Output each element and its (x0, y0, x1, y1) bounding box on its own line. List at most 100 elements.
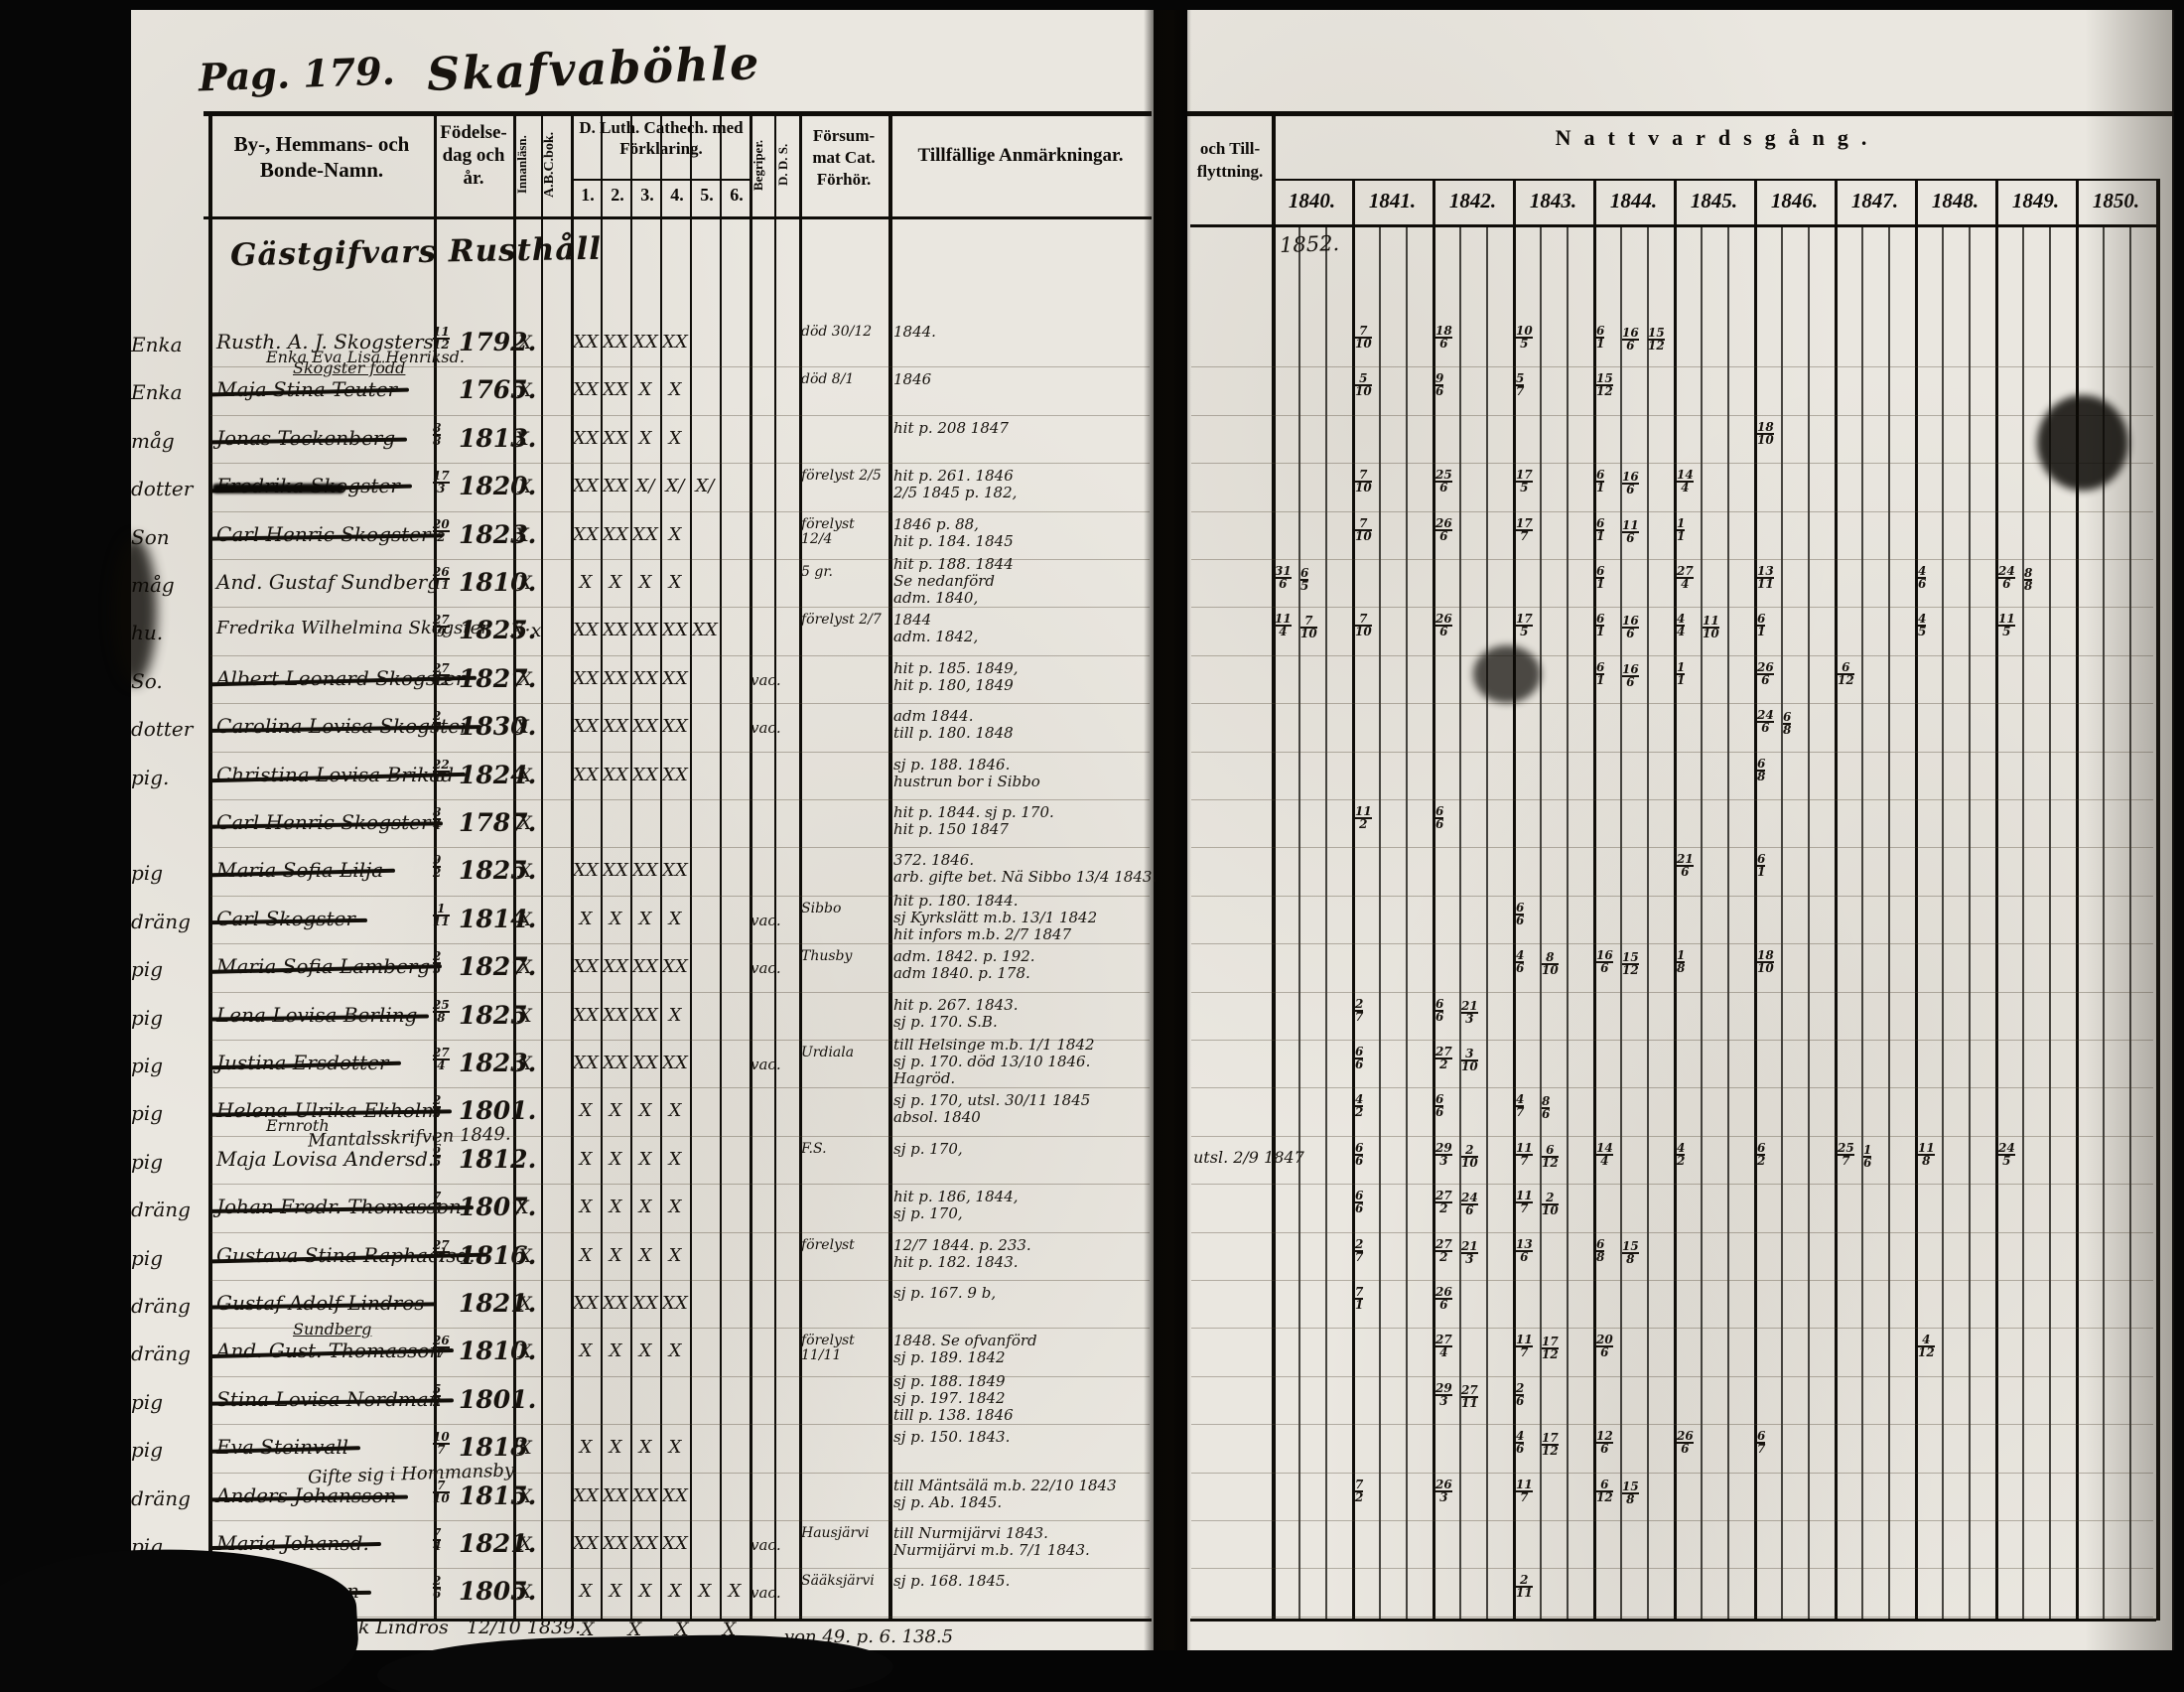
reading-mark: X (518, 668, 532, 690)
catechism-mark: XX (632, 1533, 658, 1554)
catechism-mark: XX (662, 1293, 688, 1314)
margin-label: pig. (131, 766, 170, 789)
birth-year: 1823. (459, 1049, 537, 1077)
person-name: Helena Ulrika Ekholm (209, 1098, 453, 1122)
catechism-mark: XX (632, 1293, 658, 1314)
ink-smudge-mid (1473, 645, 1541, 703)
cat-number: 2. (611, 185, 624, 205)
forsummat-note: Sääksjärvi (801, 1573, 875, 1589)
catechism-mark: XX (662, 765, 688, 785)
person-name: Anders Johansson (209, 1483, 409, 1507)
catechism-mark: XX (603, 379, 628, 400)
row-line (210, 1472, 1150, 1474)
person-name: Jonas Teckenberg (209, 426, 408, 450)
catechism-mark: X (668, 524, 682, 545)
catechism-mark: X (668, 379, 682, 400)
scan-shadow-right (2085, 10, 2174, 1650)
grid-line (2076, 179, 2079, 1621)
communion-mark: 11 2 (1355, 804, 1372, 831)
grid-line (1593, 179, 1596, 1621)
catechism-mark: X (638, 1437, 652, 1458)
birth-date-fraction: 27 12 (433, 661, 450, 688)
row-line (1191, 799, 2153, 800)
remark-line: Se nedanförd (893, 572, 996, 590)
birth-year: 1820. (459, 472, 537, 500)
catechism-mark: XX (632, 956, 658, 977)
row-line (210, 991, 1150, 993)
grid-line (660, 111, 662, 1621)
catechism-mark: XX (632, 668, 658, 689)
birth-date-fraction: 20 2 (433, 517, 450, 544)
birth-year: 1814. (459, 905, 537, 933)
communion-mark: 20 6 (1596, 1333, 1613, 1359)
grid-line (1459, 224, 1461, 1621)
row-line (1191, 847, 2153, 849)
remark-line: adm. 1840, (893, 589, 979, 607)
left-page (129, 10, 1154, 1650)
row-line (1191, 943, 2153, 945)
row-line (210, 414, 1150, 416)
strike-line (209, 964, 443, 974)
reading-mark: X (518, 1437, 532, 1459)
reading-mark: X (518, 1581, 532, 1603)
birth-date-fraction: 27 4 (433, 1046, 450, 1072)
person-name-correction: Skogster född (293, 358, 406, 377)
header-forsummat-column: Försum-mat Cat. Förhör. (812, 126, 876, 189)
catechism-mark: XX (662, 620, 688, 640)
reading-mark: X (518, 379, 532, 401)
catechism-mark: X (638, 428, 652, 449)
catechism-mark: X (638, 1581, 652, 1602)
row-line (210, 943, 1150, 945)
forsummat-note: förelyst 11/11 (801, 1333, 855, 1363)
grid-line (1406, 224, 1408, 1621)
catechism-mark: XX (573, 620, 599, 640)
communion-mark: 27 2 (1435, 1189, 1452, 1215)
person-name: Carolina Lovisa Skogster (209, 714, 481, 738)
communion-mark: 2 10 (1542, 1191, 1559, 1217)
forsummat-note: förelyst 2/7 (801, 612, 882, 628)
catechism-mark: XX (573, 765, 599, 785)
birth-year: 1818 (459, 1433, 528, 1462)
reading-mark: X. (515, 716, 535, 738)
catechism-mark: X/ (665, 476, 685, 496)
margin-label: dräng (131, 1341, 191, 1365)
birth-year: 1813. (459, 424, 537, 453)
grid-line (1187, 111, 2172, 116)
strike-line (209, 437, 408, 444)
catechism-mark: XX (632, 1005, 658, 1026)
grid-line (1190, 224, 2156, 227)
reading-mark: X (518, 1005, 532, 1027)
grid-line (1781, 224, 1783, 1621)
margin-label: måg (131, 429, 175, 453)
reading-mark: X (518, 1485, 532, 1507)
catechism-mark: XX (603, 332, 628, 352)
grid-line (1272, 179, 2156, 181)
strike-line (209, 1109, 453, 1117)
scan-edge-right (2172, 0, 2184, 1692)
person-name: Fredrika Skogster (209, 474, 412, 497)
catechism-mark: XX (573, 1293, 599, 1314)
communion-mark: 21 3 (1461, 999, 1478, 1026)
grid-line (2103, 224, 2105, 1621)
communion-mark: 16 6 (1622, 326, 1639, 352)
catechism-mark: XX (603, 956, 628, 977)
forsummat-note: Hausjärvi (801, 1525, 870, 1541)
grid-line (1727, 224, 1729, 1621)
communion-mark: 26 6 (1435, 516, 1452, 543)
catechism-mark: X (668, 1437, 682, 1458)
catechism-mark: X (668, 1100, 682, 1121)
margin-label: pig (131, 1438, 164, 1462)
communion-mark: 15 12 (1648, 326, 1665, 352)
strike-line (209, 1541, 381, 1550)
catechism-mark: XX (662, 668, 688, 689)
reading-mark: X (518, 1245, 532, 1267)
birth-year: 1805. (459, 1577, 537, 1606)
